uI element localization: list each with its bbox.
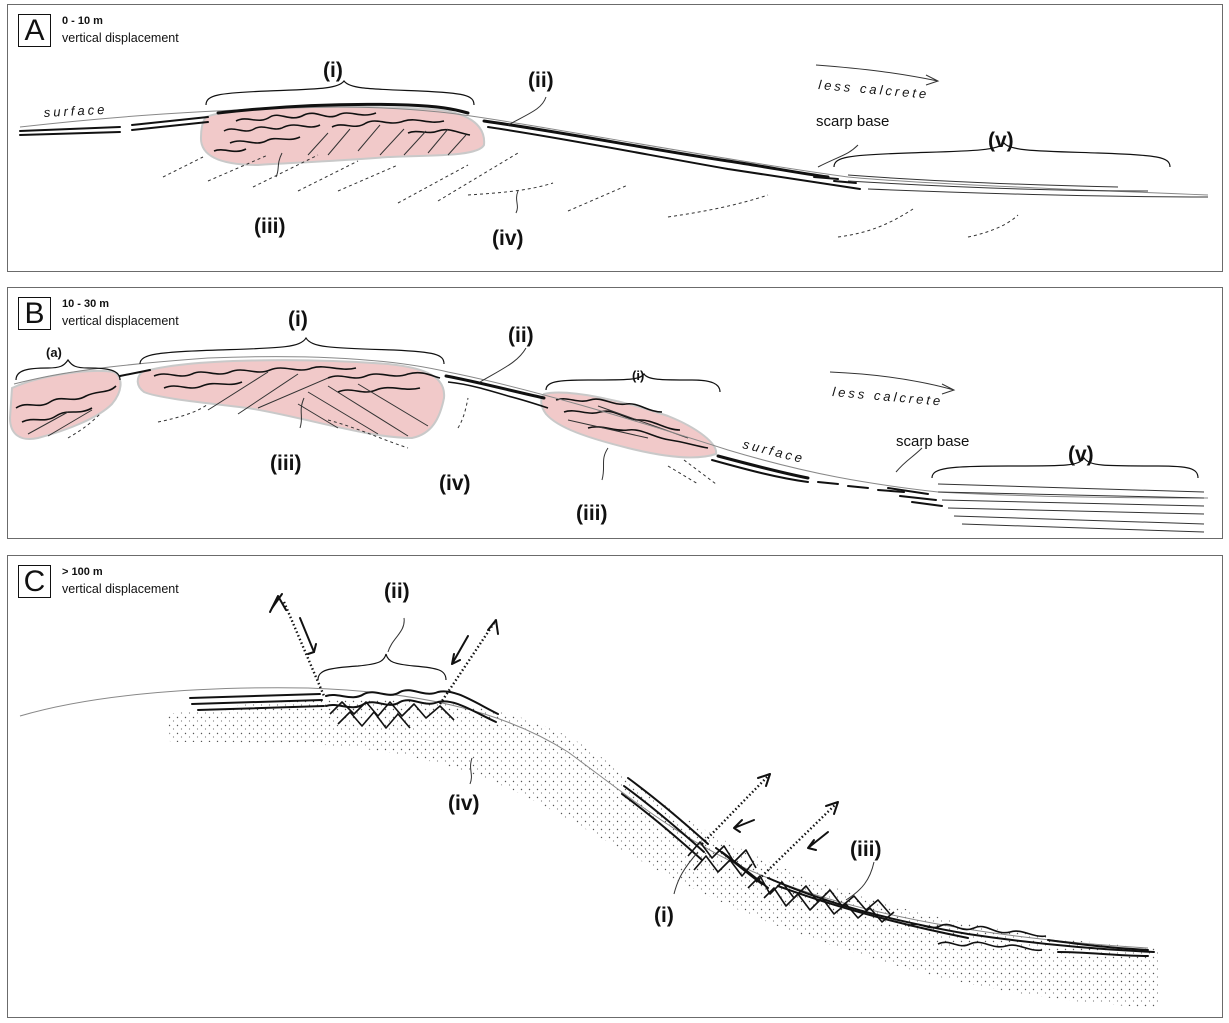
panel-b-calcrete-band-slope	[444, 374, 546, 400]
panel-b-brace-a	[15, 358, 121, 381]
panel-c-letter: C	[18, 565, 51, 598]
panel-c-faults	[269, 593, 839, 883]
panel-c-calcrete-bands-top	[189, 689, 499, 729]
panel-a-label-i: (i)	[323, 59, 343, 82]
panel-a-cross-section: (i) (ii) (iii) (iv) (v) surface less cal…	[19, 59, 1209, 250]
panel-b-calcrete-zone-i-small	[540, 391, 718, 459]
panel-b-label-iv: (iv)	[439, 472, 471, 495]
panel-b-calcrete-zone-a	[8, 369, 122, 440]
panel-b-label-i: (i)	[288, 308, 308, 331]
panel-b-letter: B	[18, 297, 51, 330]
panel-b-leader-iii-left	[299, 397, 305, 429]
panel-b-cross-section: (a) (i) (i) (ii) (iii) (iii) (iv) (v) su…	[8, 308, 1209, 533]
panel-c-leader-iv	[469, 757, 473, 785]
panel-c-label-iii: (iii)	[850, 838, 882, 861]
panel-b-leader-scarp	[895, 447, 923, 473]
panel-a-range: 0 - 10 m	[62, 15, 103, 27]
panel-b-brace-i-small	[545, 372, 721, 393]
panel-a-label-iv: (iv)	[492, 227, 524, 250]
panel-c-surface-line	[19, 687, 1149, 949]
panel-b-range: 10 - 30 m	[62, 298, 110, 310]
panel-a-less-calcrete-arrow	[815, 64, 940, 86]
panel-a-scarp-base-label: scarp base	[816, 113, 889, 130]
panel-a-leader-scarp	[817, 144, 859, 168]
panel-a-fractures-iv	[162, 152, 1019, 238]
panel-c-stippled-host-rock-iv	[168, 699, 1158, 1008]
panel-a-brace-v	[833, 142, 1171, 168]
panel-b-brace-i	[139, 336, 445, 365]
panel-b-leader-iii-right	[601, 447, 609, 481]
panel-a-leader-ii	[507, 96, 547, 126]
panel-c-leader-iii	[845, 861, 875, 901]
panel-b-scarp-base-label: scarp base	[896, 433, 969, 450]
panel-a-letter: A	[18, 14, 51, 47]
panel-b-surface-label: surface	[741, 436, 806, 466]
panel-a-calcrete-fabric	[213, 112, 471, 156]
panel-b-label-v: (v)	[1068, 443, 1094, 466]
panel-b-brace-v	[931, 457, 1199, 479]
panel-c-label-ii: (ii)	[384, 580, 410, 603]
panel-a-leader-iv	[515, 190, 519, 214]
panel-b-label-ii: (ii)	[508, 324, 534, 347]
panel-a-surface-label: surface	[43, 102, 107, 120]
panel-b-displacement: vertical displacement	[62, 314, 179, 328]
panel-a-brace-i	[205, 80, 475, 106]
panel-b-label-a: (a)	[46, 345, 62, 360]
panel-b-surface-line	[13, 356, 1209, 499]
panel-b-fractures-iv	[67, 397, 717, 485]
panel-a: A 0 - 10 m vertical displacement	[7, 4, 1223, 272]
panel-b-calcrete-fabric	[15, 366, 709, 449]
panel-b-label-iii-right: (iii)	[576, 502, 608, 525]
panel-a-leader-iii	[275, 152, 283, 178]
panel-c-displacement: vertical displacement	[62, 582, 179, 596]
panel-a-displacement: vertical displacement	[62, 31, 179, 45]
panel-a-surface-line	[19, 106, 1209, 196]
panel-a-slope-band	[482, 119, 830, 179]
panel-b-less-calcrete-arrow	[829, 371, 956, 395]
panel-a-layers-v	[847, 174, 1209, 198]
panel-b-label-iii-left: (iii)	[270, 452, 302, 475]
panel-c-cross-section: (ii) (iv) (i) (iii)	[19, 580, 1158, 1008]
panel-b: B 10 - 30 m vertical displacement	[7, 287, 1223, 539]
panel-c: C > 100 m vertical displacement	[7, 555, 1223, 1018]
panel-b-less-calcrete-label: less calcrete	[832, 384, 944, 409]
panel-b-label-i-small: (i)	[632, 368, 644, 383]
panel-b-leader-ii	[479, 347, 527, 383]
panel-c-leader-ii	[387, 617, 405, 653]
panel-c-leader-i	[673, 851, 699, 895]
panel-a-calcrete-band-left	[19, 126, 121, 136]
panel-a-calcrete-band-upper	[216, 102, 470, 115]
panel-a-label-iii: (iii)	[254, 215, 286, 238]
panel-c-label-iv: (iv)	[448, 792, 480, 815]
panel-a-calcrete-zone	[199, 105, 486, 167]
panel-b-layers-v	[937, 483, 1205, 533]
panel-c-label-i: (i)	[654, 904, 674, 927]
panel-a-less-calcrete-label: less calcrete	[818, 77, 930, 102]
panel-c-range: > 100 m	[62, 566, 103, 578]
panel-c-calcrete-bands-slope	[621, 777, 769, 889]
panel-c-calcrete-bands-lower	[747, 875, 1155, 957]
panel-a-label-v: (v)	[988, 129, 1014, 152]
panel-b-calcrete-zone-i	[136, 359, 446, 440]
panel-a-label-ii: (ii)	[528, 69, 554, 92]
panel-c-brace-ii	[317, 653, 447, 681]
